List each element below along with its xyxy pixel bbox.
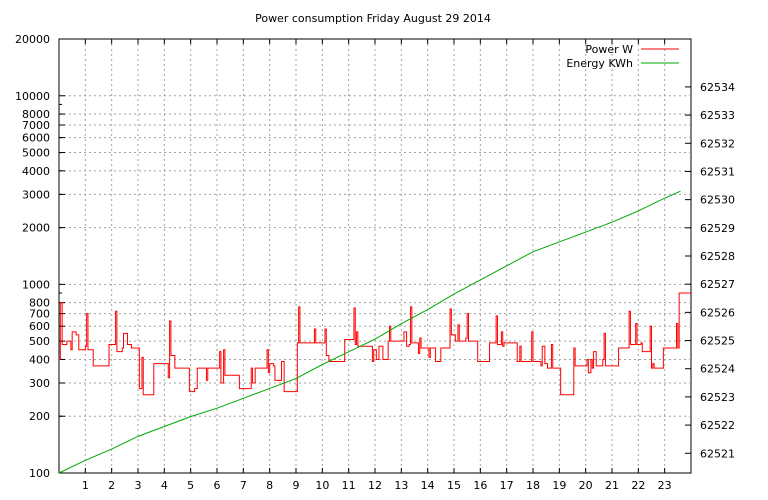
y2-tick-label: 62529 [700, 222, 735, 235]
y-tick-label: 400 [29, 353, 50, 366]
y2-tick-label: 62534 [700, 81, 735, 94]
y-tick-label: 200 [29, 410, 50, 423]
y-tick-label: 5000 [22, 147, 50, 160]
grid-lines [59, 39, 691, 473]
chart-title: Power consumption Friday August 29 2014 [255, 12, 491, 25]
y2-tick-label: 62532 [700, 137, 735, 150]
y-tick-label: 6000 [22, 132, 50, 145]
y-tick-label: 2000 [22, 222, 50, 235]
legend-label-energy: Energy KWh [566, 57, 633, 70]
x-tick-label: 21 [605, 479, 619, 492]
y2-tick-label: 62525 [700, 335, 735, 348]
x-tick-label: 12 [368, 479, 382, 492]
x-tick-label: 13 [394, 479, 408, 492]
x-tick-label: 23 [658, 479, 672, 492]
x-tick-label: 20 [579, 479, 593, 492]
y-tick-label: 7000 [22, 119, 50, 132]
y2-tick-label: 62522 [700, 419, 735, 432]
y-tick-label: 500 [29, 335, 50, 348]
x-tick-label: 3 [135, 479, 142, 492]
x-tick-label: 7 [240, 479, 247, 492]
y-tick-label: 1000 [22, 278, 50, 291]
x-tick-label: 8 [266, 479, 273, 492]
x-tick-label: 10 [315, 479, 329, 492]
x-tick-label: 19 [552, 479, 566, 492]
y2-tick-label: 62531 [700, 165, 735, 178]
y2-tick-label: 62528 [700, 250, 735, 263]
y-tick-label: 600 [29, 320, 50, 333]
y2-tick-label: 62521 [700, 447, 735, 460]
y2-tick-label: 62524 [700, 363, 735, 376]
y2-tick-label: 62527 [700, 278, 735, 291]
x-axis: 1 2 3 4 5 6 7 8 9 10 11 12 13 14 15 16 17 18 19 20 21 22 23 [82, 39, 672, 492]
x-tick-label: 1 [82, 479, 89, 492]
y-tick-label: 3000 [22, 188, 50, 201]
legend: Power W Energy KWh [566, 43, 679, 70]
x-tick-label: 16 [473, 479, 487, 492]
x-tick-label: 2 [108, 479, 115, 492]
x-tick-label: 4 [161, 479, 168, 492]
x-tick-label: 18 [526, 479, 540, 492]
y-axis-right: 62521 62522 62523 62524 62525 62526 62527 62528… [685, 81, 735, 460]
x-tick-label: 6 [214, 479, 221, 492]
y2-tick-label: 62526 [700, 306, 735, 319]
y-tick-label: 20000 [15, 33, 50, 46]
y-tick-label: 300 [29, 377, 50, 390]
y2-tick-label: 62533 [700, 109, 735, 122]
x-tick-label: 11 [342, 479, 356, 492]
y-tick-label: 4000 [22, 165, 50, 178]
x-tick-label: 14 [421, 479, 435, 492]
series-lines [58, 190, 691, 474]
x-tick-label: 22 [631, 479, 645, 492]
y-tick-label: 700 [29, 308, 50, 321]
y-tick-label: 100 [29, 467, 50, 480]
legend-label-power: Power W [585, 43, 633, 56]
y-tick-label: 10000 [15, 90, 50, 103]
series-line-energy [58, 190, 681, 474]
series-line-power [59, 292, 691, 396]
x-tick-label: 5 [187, 479, 194, 492]
x-tick-label: 9 [293, 479, 300, 492]
x-tick-label: 17 [500, 479, 514, 492]
y2-tick-label: 62523 [700, 391, 735, 404]
y2-tick-label: 62530 [700, 194, 735, 207]
y-tick-label: 800 [29, 297, 50, 310]
x-tick-label: 15 [447, 479, 461, 492]
y-tick-label: 8000 [22, 108, 50, 121]
